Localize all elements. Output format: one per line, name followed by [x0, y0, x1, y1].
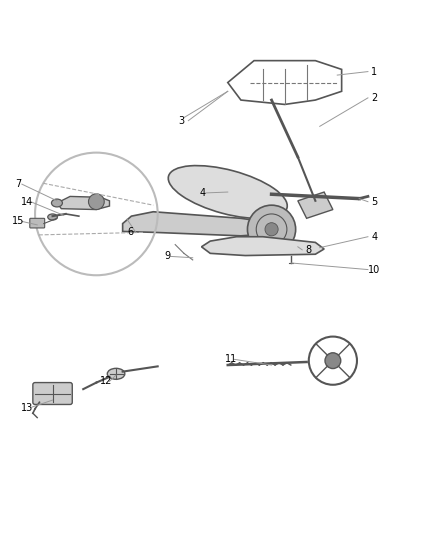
Text: 13: 13 [21, 402, 33, 413]
Text: 6: 6 [127, 228, 133, 237]
Circle shape [325, 353, 341, 368]
Text: 12: 12 [100, 376, 112, 386]
Text: 5: 5 [371, 197, 378, 207]
Text: 9: 9 [164, 252, 170, 261]
FancyBboxPatch shape [33, 383, 72, 405]
Text: 4: 4 [199, 188, 205, 198]
Polygon shape [298, 192, 333, 219]
Text: 3: 3 [179, 116, 185, 126]
Text: 8: 8 [306, 245, 312, 255]
Polygon shape [201, 237, 324, 255]
Ellipse shape [168, 166, 287, 219]
Text: 1: 1 [371, 67, 378, 77]
Ellipse shape [48, 214, 57, 220]
Polygon shape [57, 197, 110, 209]
Ellipse shape [107, 368, 125, 379]
Ellipse shape [52, 199, 63, 207]
Polygon shape [123, 212, 272, 236]
Circle shape [265, 223, 278, 236]
FancyBboxPatch shape [30, 219, 45, 228]
Text: 15: 15 [12, 216, 25, 227]
Text: 7: 7 [15, 179, 21, 189]
Text: 11: 11 [225, 354, 237, 365]
Text: 4: 4 [371, 232, 378, 242]
Circle shape [88, 194, 104, 209]
Circle shape [247, 205, 296, 253]
Text: 10: 10 [368, 264, 381, 274]
Text: 2: 2 [371, 93, 378, 103]
Text: 14: 14 [21, 197, 33, 207]
